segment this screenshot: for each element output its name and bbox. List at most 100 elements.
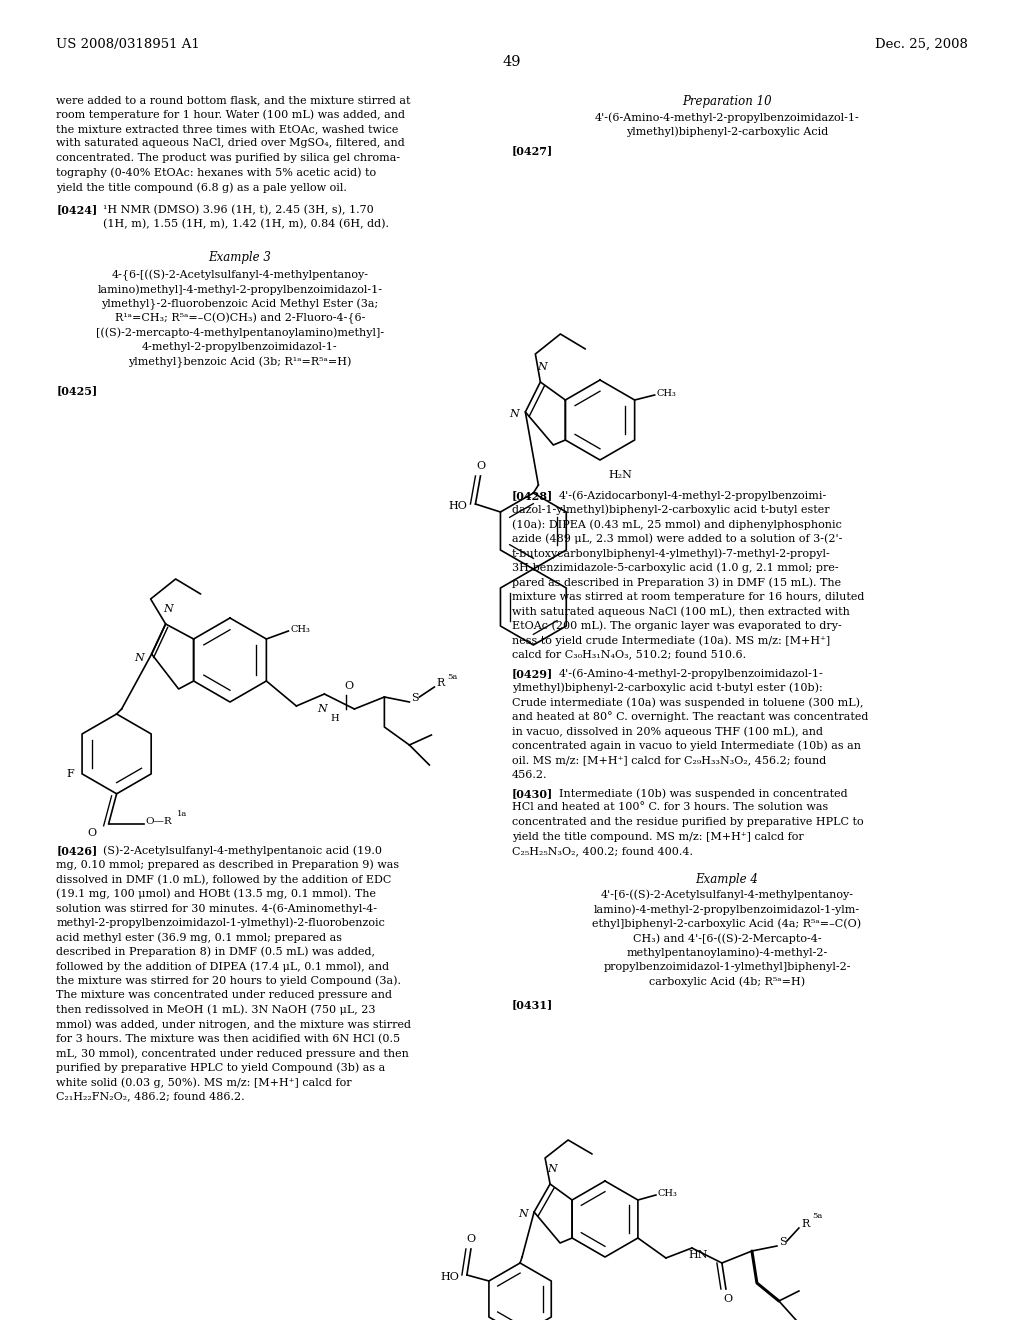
Text: US 2008/0318951 A1: US 2008/0318951 A1 [56, 38, 200, 51]
Text: lamino)methyl]-4-methyl-2-propylbenzoimidazol-1-: lamino)methyl]-4-methyl-2-propylbenzoimi… [97, 284, 383, 294]
Text: S: S [779, 1237, 786, 1247]
Text: tography (0-40% EtOAc: hexanes with 5% acetic acid) to: tography (0-40% EtOAc: hexanes with 5% a… [56, 168, 377, 178]
Text: followed by the addition of DIPEA (17.4 μL, 0.1 mmol), and: followed by the addition of DIPEA (17.4 … [56, 961, 389, 972]
Text: N: N [317, 704, 328, 714]
Text: and heated at 80° C. overnight. The reactant was concentrated: and heated at 80° C. overnight. The reac… [512, 711, 868, 722]
Text: (1H, m), 1.55 (1H, m), 1.42 (1H, m), 0.84 (6H, dd).: (1H, m), 1.55 (1H, m), 1.42 (1H, m), 0.8… [103, 219, 389, 230]
Text: 4-{6-[((S)-2-Acetylsulfanyl-4-methylpentanoy-: 4-{6-[((S)-2-Acetylsulfanyl-4-methylpent… [112, 269, 369, 281]
Text: [0428]: [0428] [512, 490, 553, 502]
Text: were added to a round bottom flask, and the mixture stirred at: were added to a round bottom flask, and … [56, 95, 411, 106]
Text: methyl-2-propylbenzoimidazol-1-ylmethyl)-2-fluorobenzoic: methyl-2-propylbenzoimidazol-1-ylmethyl)… [56, 917, 385, 928]
Text: CH₃: CH₃ [657, 1188, 678, 1197]
Text: R: R [801, 1218, 809, 1229]
Text: mmol) was added, under nitrogen, and the mixture was stirred: mmol) was added, under nitrogen, and the… [56, 1019, 412, 1030]
Text: N: N [163, 605, 172, 614]
Text: ¹H NMR (DMSO) 3.96 (1H, t), 2.45 (3H, s), 1.70: ¹H NMR (DMSO) 3.96 (1H, t), 2.45 (3H, s)… [103, 205, 374, 215]
Text: purified by preparative HPLC to yield Compound (3b) as a: purified by preparative HPLC to yield Co… [56, 1063, 386, 1073]
Text: (10a): DIPEA (0.43 mL, 25 mmol) and diphenylphosphonic: (10a): DIPEA (0.43 mL, 25 mmol) and diph… [512, 519, 842, 529]
Text: R¹ᵃ=CH₃; R⁵ᵃ=–C(O)CH₃) and 2-Fluoro-4-{6-: R¹ᵃ=CH₃; R⁵ᵃ=–C(O)CH₃) and 2-Fluoro-4-{6… [115, 313, 366, 325]
Text: calcd for C₃₀H₃₁N₄O₃, 510.2; found 510.6.: calcd for C₃₀H₃₁N₄O₃, 510.2; found 510.6… [512, 649, 746, 660]
Text: CH₃: CH₃ [291, 624, 310, 634]
Text: The mixture was concentrated under reduced pressure and: The mixture was concentrated under reduc… [56, 990, 392, 1001]
Text: O: O [466, 1234, 475, 1243]
Text: N: N [510, 409, 519, 418]
Text: dissolved in DMF (1.0 mL), followed by the addition of EDC: dissolved in DMF (1.0 mL), followed by t… [56, 874, 392, 884]
Text: HN: HN [688, 1250, 708, 1261]
Text: O—R: O—R [145, 817, 172, 826]
Text: 49: 49 [503, 55, 521, 69]
Text: the mixture was stirred for 20 hours to yield Compound (3a).: the mixture was stirred for 20 hours to … [56, 975, 401, 986]
Text: [((S)-2-mercapto-4-methylpentanoylamino)methyl]-: [((S)-2-mercapto-4-methylpentanoylamino)… [96, 327, 384, 338]
Text: concentrated and the residue purified by preparative HPLC to: concentrated and the residue purified by… [512, 817, 863, 828]
Text: [0424]: [0424] [56, 205, 97, 215]
Text: O: O [723, 1294, 732, 1304]
Text: C₂₅H₂₅N₃O₂, 400.2; found 400.4.: C₂₅H₂₅N₃O₂, 400.2; found 400.4. [512, 846, 693, 855]
Text: H: H [331, 714, 339, 723]
Text: for 3 hours. The mixture was then acidified with 6N HCl (0.5: for 3 hours. The mixture was then acidif… [56, 1034, 400, 1044]
Text: N: N [538, 362, 547, 372]
Text: 4'-(6-Amino-4-methyl-2-propylbenzoimidazol-1-: 4'-(6-Amino-4-methyl-2-propylbenzoimidaz… [559, 668, 823, 678]
Text: Example 3: Example 3 [209, 252, 271, 264]
Text: concentrated. The product was purified by silica gel chroma-: concentrated. The product was purified b… [56, 153, 400, 162]
Text: yield the title compound. MS m/z: [M+H⁺] calcd for: yield the title compound. MS m/z: [M+H⁺]… [512, 832, 804, 842]
Text: ylmethyl}benzoic Acid (3b; R¹ᵃ=R⁵ᵃ=H): ylmethyl}benzoic Acid (3b; R¹ᵃ=R⁵ᵃ=H) [128, 356, 351, 368]
Text: azide (489 μL, 2.3 mmol) were added to a solution of 3-(2'-: azide (489 μL, 2.3 mmol) were added to a… [512, 533, 843, 544]
Text: HO: HO [449, 502, 467, 511]
Text: O: O [87, 828, 96, 838]
Text: oil. MS m/z: [M+H⁺] calcd for C₂₉H₃₃N₃O₂, 456.2; found: oil. MS m/z: [M+H⁺] calcd for C₂₉H₃₃N₃O₂… [512, 755, 826, 766]
Text: concentrated again in vacuo to yield Intermediate (10b) as an: concentrated again in vacuo to yield Int… [512, 741, 861, 751]
Text: in vacuo, dissolved in 20% aqueous THF (100 mL), and: in vacuo, dissolved in 20% aqueous THF (… [512, 726, 823, 737]
Text: dazol-1-ylmethyl)biphenyl-2-carboxylic acid t-butyl ester: dazol-1-ylmethyl)biphenyl-2-carboxylic a… [512, 504, 829, 515]
Text: 5a: 5a [812, 1212, 822, 1220]
Text: O: O [476, 461, 485, 471]
Text: N: N [518, 1209, 528, 1218]
Text: [0427]: [0427] [512, 145, 553, 156]
Text: EtOAc (200 mL). The organic layer was evaporated to dry-: EtOAc (200 mL). The organic layer was ev… [512, 620, 842, 631]
Text: pared as described in Preparation 3) in DMF (15 mL). The: pared as described in Preparation 3) in … [512, 577, 841, 587]
Text: (19.1 mg, 100 μmol) and HOBt (13.5 mg, 0.1 mmol). The: (19.1 mg, 100 μmol) and HOBt (13.5 mg, 0… [56, 888, 377, 899]
Text: room temperature for 1 hour. Water (100 mL) was added, and: room temperature for 1 hour. Water (100 … [56, 110, 406, 120]
Text: carboxylic Acid (4b; R⁵ᵃ=H): carboxylic Acid (4b; R⁵ᵃ=H) [649, 977, 805, 987]
Text: ethyl]biphenyl-2-carboxylic Acid (4a; R⁵ᵃ=–C(O): ethyl]biphenyl-2-carboxylic Acid (4a; R⁵… [593, 919, 861, 929]
Text: N: N [134, 653, 143, 663]
Text: methylpentanoylamino)-4-methyl-2-: methylpentanoylamino)-4-methyl-2- [627, 948, 827, 958]
Text: C₂₁H₂₂FN₂O₂, 486.2; found 486.2.: C₂₁H₂₂FN₂O₂, 486.2; found 486.2. [56, 1092, 245, 1101]
Text: acid methyl ester (36.9 mg, 0.1 mmol; prepared as: acid methyl ester (36.9 mg, 0.1 mmol; pr… [56, 932, 342, 942]
Text: H₂N: H₂N [608, 470, 632, 480]
Text: with saturated aqueous NaCl, dried over MgSO₄, filtered, and: with saturated aqueous NaCl, dried over … [56, 139, 406, 149]
Text: ylmethyl}-2-fluorobenzoic Acid Methyl Ester (3a;: ylmethyl}-2-fluorobenzoic Acid Methyl Es… [101, 298, 379, 310]
Text: solution was stirred for 30 minutes. 4-(6-Aminomethyl-4-: solution was stirred for 30 minutes. 4-(… [56, 903, 377, 913]
Text: [0425]: [0425] [56, 385, 97, 396]
Text: [0430]: [0430] [512, 788, 553, 799]
Text: HO: HO [440, 1272, 459, 1282]
Text: Crude intermediate (10a) was suspended in toluene (300 mL),: Crude intermediate (10a) was suspended i… [512, 697, 863, 708]
Text: F: F [67, 768, 74, 779]
Text: lamino)-4-methyl-2-propylbenzoimidazol-1-ylm-: lamino)-4-methyl-2-propylbenzoimidazol-1… [594, 904, 860, 915]
Text: 456.2.: 456.2. [512, 770, 548, 780]
Text: Example 4: Example 4 [695, 873, 759, 886]
Text: Dec. 25, 2008: Dec. 25, 2008 [874, 38, 968, 51]
Text: t-butoxycarbonylbiphenyl-4-ylmethyl)-7-methyl-2-propyl-: t-butoxycarbonylbiphenyl-4-ylmethyl)-7-m… [512, 548, 830, 558]
Text: 4-methyl-2-propylbenzoimidazol-1-: 4-methyl-2-propylbenzoimidazol-1- [142, 342, 338, 352]
Text: [0431]: [0431] [512, 999, 553, 1010]
Text: 5a: 5a [447, 673, 458, 681]
Text: (S)-2-Acetylsulfanyl-4-methylpentanoic acid (19.0: (S)-2-Acetylsulfanyl-4-methylpentanoic a… [103, 845, 382, 855]
Text: mixture was stirred at room temperature for 16 hours, diluted: mixture was stirred at room temperature … [512, 591, 864, 602]
Text: Preparation 10: Preparation 10 [682, 95, 772, 108]
Text: 3H-benzimidazole-5-carboxylic acid (1.0 g, 2.1 mmol; pre-: 3H-benzimidazole-5-carboxylic acid (1.0 … [512, 562, 839, 573]
Text: HCl and heated at 100° C. for 3 hours. The solution was: HCl and heated at 100° C. for 3 hours. T… [512, 803, 828, 813]
Text: 1a: 1a [176, 809, 186, 818]
Text: white solid (0.03 g, 50%). MS m/z: [M+H⁺] calcd for: white solid (0.03 g, 50%). MS m/z: [M+H⁺… [56, 1077, 352, 1088]
Text: [0429]: [0429] [512, 668, 553, 678]
Text: CH₃) and 4'-[6-((S)-2-Mercapto-4-: CH₃) and 4'-[6-((S)-2-Mercapto-4- [633, 933, 821, 944]
Text: 4'-(6-Azidocarbonyl-4-methyl-2-propylbenzoimi-: 4'-(6-Azidocarbonyl-4-methyl-2-propylben… [559, 490, 827, 500]
Text: ness to yield crude Intermediate (10a). MS m/z: [M+H⁺]: ness to yield crude Intermediate (10a). … [512, 635, 830, 645]
Text: [0426]: [0426] [56, 845, 97, 855]
Text: N: N [547, 1164, 557, 1173]
Text: 4'-[6-((S)-2-Acetylsulfanyl-4-methylpentanoy-: 4'-[6-((S)-2-Acetylsulfanyl-4-methylpent… [600, 890, 853, 900]
Text: mL, 30 mmol), concentrated under reduced pressure and then: mL, 30 mmol), concentrated under reduced… [56, 1048, 410, 1059]
Text: O: O [345, 681, 354, 690]
Text: ylmethyl)biphenyl-2-carboxylic acid t-butyl ester (10b):: ylmethyl)biphenyl-2-carboxylic acid t-bu… [512, 682, 822, 693]
Text: R: R [436, 678, 444, 688]
Text: propylbenzoimidazol-1-ylmethyl]biphenyl-2-: propylbenzoimidazol-1-ylmethyl]biphenyl-… [603, 962, 851, 972]
